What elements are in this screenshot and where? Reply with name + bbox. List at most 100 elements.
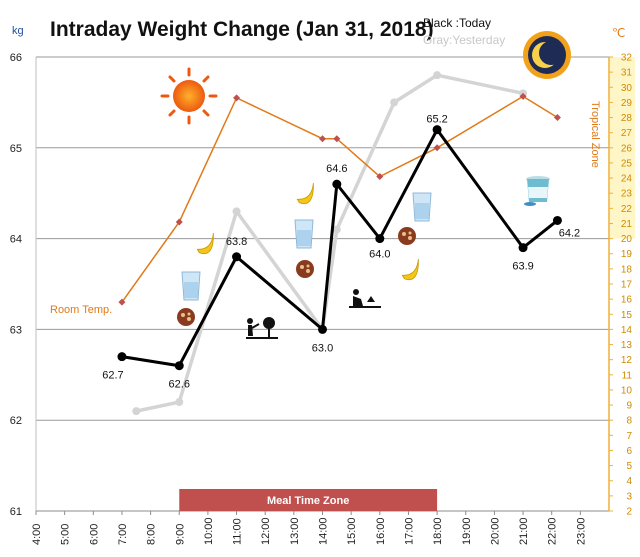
x-tick-label: 17:00 (403, 517, 415, 545)
x-tick-label: 16:00 (375, 517, 387, 545)
x-tick-label: 15:00 (346, 517, 358, 545)
right-axis-ticks: 2345678910111213141516171819202122232425… (609, 53, 632, 518)
yesterday-point (390, 98, 399, 107)
right-tick-label: 13 (621, 340, 633, 351)
right-tick-label: 29 (621, 98, 633, 109)
room-temp-label: Room Temp. (50, 304, 112, 316)
x-tick-label: 10:00 (203, 517, 215, 545)
room-temp-point (319, 135, 326, 143)
today-data-label: 64.0 (369, 249, 390, 261)
x-tick-label: 12:00 (260, 517, 272, 545)
right-tick-label: 15 (621, 310, 633, 321)
x-tick-label: 4:00 (31, 524, 43, 545)
right-axis-unit: ℃ (612, 26, 625, 40)
today-point (375, 234, 385, 244)
right-tick-label: 5 (626, 461, 632, 472)
x-tick-label: 18:00 (432, 517, 444, 545)
today-point (232, 252, 242, 262)
right-tick-label: 12 (621, 355, 633, 366)
x-tick-label: 21:00 (518, 517, 530, 545)
yesterday-point (332, 225, 341, 234)
right-tick-label: 17 (621, 280, 633, 291)
left-axis-ticks: 61 62 63 64 65 66 (10, 52, 22, 518)
right-tick-label: 18 (621, 264, 633, 275)
yesterday-point (175, 398, 184, 407)
right-tick-label: 30 (621, 83, 633, 94)
x-tick-label: 11:00 (232, 518, 244, 545)
today-data-label: 64.6 (326, 163, 347, 175)
right-tick-label: 32 (621, 53, 633, 64)
chart-title: Intraday Weight Change (Jan 31, 2018) (50, 18, 434, 41)
right-tick-label: 11 (622, 370, 633, 381)
moon-icon (523, 31, 571, 79)
right-tick-label: 10 (621, 385, 633, 396)
banana-icon (401, 259, 419, 281)
yesterday-point (232, 207, 241, 216)
right-tick-label: 14 (621, 325, 633, 336)
x-tick-label: 13:00 (289, 517, 301, 545)
banana-icon (196, 233, 214, 255)
today-data-label: 62.7 (102, 370, 123, 382)
room-temp-line (121, 95, 558, 303)
room-temp-point (175, 218, 183, 226)
room-temp-point (333, 135, 341, 143)
x-tick-label: 8:00 (146, 524, 158, 545)
yesterday-line (135, 73, 524, 413)
room-temp-point (233, 94, 241, 102)
today-data-label: 63.0 (312, 342, 333, 354)
left-tick-label: 66 (10, 52, 22, 64)
room-temp-point (376, 173, 384, 181)
sun-icon (160, 67, 218, 125)
cookie-icon (296, 260, 314, 278)
tropical-zone-band-fill (609, 57, 635, 239)
x-tick-label: 20:00 (489, 517, 501, 545)
x-tick-label: 23:00 (575, 517, 587, 545)
right-tick-label: 26 (621, 143, 633, 154)
tropical-zone-band (609, 57, 635, 239)
left-tick-label: 62 (10, 415, 22, 427)
right-tick-label: 28 (621, 113, 633, 124)
right-tick-label: 9 (626, 401, 632, 412)
right-tick-label: 20 (621, 234, 633, 245)
x-tick-label: 5:00 (60, 524, 72, 545)
tropical-zone-label: Tropical Zone (589, 101, 601, 168)
left-tick-label: 64 (10, 234, 22, 246)
right-tick-label: 3 (626, 491, 632, 502)
yesterday-point (132, 407, 141, 416)
today-point (318, 324, 327, 334)
x-tick-label: 9:00 (174, 524, 186, 545)
right-tick-label: 8 (626, 416, 632, 427)
yesterday-point (433, 71, 442, 80)
x-tick-label: 14:00 (318, 517, 330, 545)
today-data-label: 62.6 (169, 379, 190, 391)
x-tick-label: 19:00 (461, 517, 473, 545)
gardening-icon (246, 317, 278, 339)
cookie-icon (398, 227, 416, 245)
x-tick-label: 6:00 (88, 524, 100, 545)
right-tick-label: 7 (626, 431, 632, 442)
today-point (174, 361, 184, 371)
room-temp-point (433, 144, 441, 152)
left-tick-label: 63 (10, 324, 22, 336)
today-point (432, 125, 442, 135)
right-tick-label: 4 (626, 476, 632, 487)
room-temp-point (118, 298, 126, 306)
right-tick-label: 6 (626, 446, 632, 457)
x-axis-ticks: 4:00 5:00 6:00 7:00 8:00 9:00 10:00 11:00 12:00 1… (31, 511, 587, 545)
right-tick-label: 2 (626, 507, 632, 518)
right-tick-label: 22 (621, 204, 633, 215)
meal-zone-bar (179, 489, 438, 511)
today-data-label: 64.2 (559, 227, 580, 239)
today-point (117, 352, 127, 362)
today-data-label: 63.9 (512, 261, 533, 273)
right-tick-label: 16 (621, 295, 633, 306)
water-glass-icon (181, 271, 201, 301)
left-tick-label: 61 (10, 506, 22, 518)
today-point (518, 243, 528, 253)
left-tick-label: 65 (10, 143, 22, 155)
right-tick-label: 27 (621, 128, 633, 139)
room-temp-point (553, 114, 561, 122)
x-tick-label: 22:00 (547, 517, 559, 545)
series-today: 62.7 62.6 63.8 63.0 64.6 64.0 65.2 63.9 64.2 (102, 114, 580, 391)
today-data-label: 63.8 (226, 236, 247, 248)
